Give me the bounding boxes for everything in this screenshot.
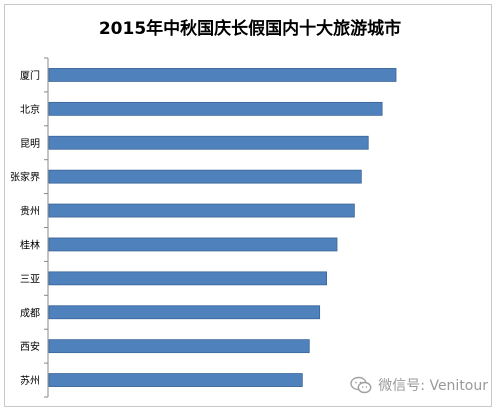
bar-5 — [48, 237, 338, 252]
category-label-7: 成都 — [20, 307, 40, 319]
category-label-0: 厦门 — [20, 69, 40, 82]
category-label-2: 昆明 — [20, 138, 40, 150]
y-axis-ticks — [44, 57, 48, 398]
category-label-5: 桂林 — [20, 238, 40, 251]
bar-3 — [48, 169, 362, 184]
category-label-9: 苏州 — [20, 374, 40, 387]
bar-1 — [48, 101, 383, 116]
category-label-6: 三亚 — [20, 274, 40, 285]
bar-9 — [48, 373, 303, 387]
bar-0 — [48, 68, 397, 82]
category-label-1: 北京 — [20, 103, 40, 116]
bar-8 — [48, 339, 310, 354]
wechat-icon — [350, 376, 372, 394]
category-label-4: 贵州 — [20, 205, 40, 218]
category-label-3: 张家界 — [10, 171, 40, 184]
watermark-text: 微信号: Venitour — [378, 378, 488, 394]
category-label-8: 西安 — [20, 340, 40, 353]
bars-group — [48, 68, 397, 387]
bar-2 — [48, 135, 369, 150]
bar-7 — [48, 305, 321, 320]
bar-6 — [48, 271, 328, 286]
bar-4 — [48, 203, 355, 218]
watermark: 微信号: Venitour — [350, 375, 488, 395]
chart-title: 2015年中秋国庆长假国内十大旅游城市 — [99, 18, 401, 39]
